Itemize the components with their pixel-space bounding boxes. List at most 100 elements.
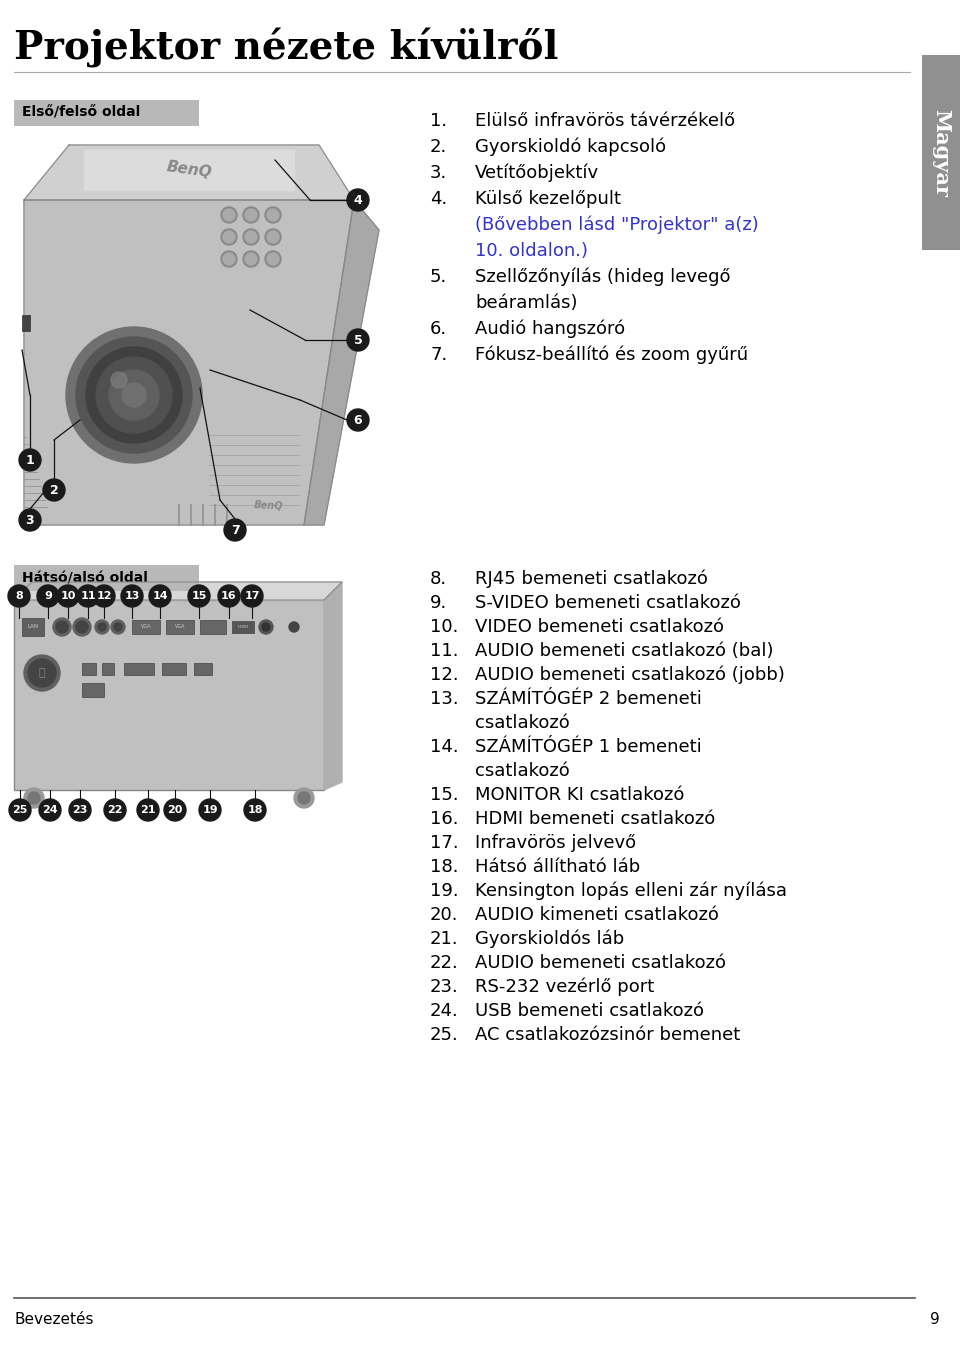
Text: 1.: 1. bbox=[430, 112, 447, 130]
Text: 2.: 2. bbox=[430, 138, 447, 155]
Text: csatlakozó: csatlakozó bbox=[475, 763, 569, 780]
Circle shape bbox=[294, 788, 314, 808]
Text: Elülső infravörös távérzékelő: Elülső infravörös távérzékelő bbox=[475, 112, 735, 130]
Circle shape bbox=[73, 618, 91, 635]
Text: 24: 24 bbox=[42, 804, 58, 815]
Circle shape bbox=[104, 799, 126, 821]
Text: 6.: 6. bbox=[430, 320, 447, 338]
Text: 2: 2 bbox=[50, 484, 59, 496]
Polygon shape bbox=[24, 200, 354, 525]
Text: 9: 9 bbox=[44, 591, 52, 602]
Circle shape bbox=[56, 621, 68, 633]
Text: 17.: 17. bbox=[430, 834, 459, 852]
Text: 4.: 4. bbox=[430, 191, 447, 208]
Text: 23: 23 bbox=[72, 804, 87, 815]
Text: Hátsó/alsó oldal: Hátsó/alsó oldal bbox=[22, 571, 148, 585]
Text: AUDIO kimeneti csatlakozó: AUDIO kimeneti csatlakozó bbox=[475, 906, 719, 923]
Text: 15: 15 bbox=[191, 591, 206, 602]
Text: 9.: 9. bbox=[430, 594, 447, 612]
Circle shape bbox=[9, 799, 31, 821]
Circle shape bbox=[267, 253, 279, 265]
Bar bbox=[22, 315, 30, 331]
Text: 22: 22 bbox=[108, 804, 123, 815]
Circle shape bbox=[8, 585, 30, 607]
Text: 21.: 21. bbox=[430, 930, 459, 948]
Text: 5: 5 bbox=[353, 334, 362, 346]
Circle shape bbox=[221, 207, 237, 223]
Circle shape bbox=[69, 799, 91, 821]
Text: 21: 21 bbox=[140, 804, 156, 815]
Circle shape bbox=[111, 621, 125, 634]
Circle shape bbox=[96, 357, 172, 433]
Circle shape bbox=[86, 347, 182, 443]
Circle shape bbox=[43, 479, 65, 502]
Circle shape bbox=[164, 799, 186, 821]
Text: 16: 16 bbox=[221, 591, 237, 602]
Circle shape bbox=[224, 519, 246, 541]
Circle shape bbox=[149, 585, 171, 607]
Bar bbox=[22, 618, 44, 635]
Text: 10.: 10. bbox=[430, 618, 458, 635]
Text: 1: 1 bbox=[26, 453, 35, 466]
Circle shape bbox=[223, 253, 235, 265]
Text: VGA: VGA bbox=[175, 625, 185, 630]
Bar bbox=[194, 662, 212, 675]
Circle shape bbox=[267, 210, 279, 220]
Text: 13: 13 bbox=[124, 591, 140, 602]
Text: Első/felső oldal: Első/felső oldal bbox=[22, 105, 140, 120]
Circle shape bbox=[28, 658, 56, 687]
Circle shape bbox=[243, 251, 259, 266]
Text: beáramlás): beáramlás) bbox=[475, 293, 578, 312]
Text: 12: 12 bbox=[96, 591, 111, 602]
Text: SZÁMÍTÓGÉP 2 bemeneti: SZÁMÍTÓGÉP 2 bemeneti bbox=[475, 690, 702, 708]
Text: 14: 14 bbox=[153, 591, 168, 602]
Bar bbox=[922, 55, 960, 250]
Circle shape bbox=[37, 585, 59, 607]
Text: 15.: 15. bbox=[430, 786, 459, 804]
Circle shape bbox=[259, 621, 273, 634]
Circle shape bbox=[347, 189, 369, 211]
Polygon shape bbox=[304, 200, 379, 525]
Text: 18.: 18. bbox=[430, 859, 459, 876]
Text: 17: 17 bbox=[244, 591, 260, 602]
Text: AUDIO bemeneti csatlakozó (jobb): AUDIO bemeneti csatlakozó (jobb) bbox=[475, 667, 785, 684]
Bar bbox=[132, 621, 160, 634]
Text: VIDEO bemeneti csatlakozó: VIDEO bemeneti csatlakozó bbox=[475, 618, 724, 635]
Circle shape bbox=[244, 799, 266, 821]
Text: 3: 3 bbox=[26, 514, 35, 526]
Circle shape bbox=[245, 253, 257, 265]
Text: 10: 10 bbox=[60, 591, 76, 602]
Circle shape bbox=[265, 251, 281, 266]
Bar bbox=[82, 683, 104, 698]
Circle shape bbox=[93, 585, 115, 607]
Text: 19.: 19. bbox=[430, 882, 459, 900]
Text: 8.: 8. bbox=[430, 571, 447, 588]
Text: Hátsó állítható láb: Hátsó állítható láb bbox=[475, 859, 640, 876]
Text: AC csatlakozózsinór bemenet: AC csatlakozózsinór bemenet bbox=[475, 1026, 740, 1044]
Circle shape bbox=[19, 449, 41, 470]
Text: 16.: 16. bbox=[430, 810, 459, 827]
Text: SZÁMÍTÓGÉP 1 bemeneti: SZÁMÍTÓGÉP 1 bemeneti bbox=[475, 738, 702, 756]
Circle shape bbox=[267, 231, 279, 243]
Circle shape bbox=[347, 329, 369, 352]
Circle shape bbox=[111, 372, 127, 388]
Text: RS-232 vezérlő port: RS-232 vezérlő port bbox=[475, 977, 655, 996]
Text: LAN: LAN bbox=[28, 625, 38, 630]
Circle shape bbox=[188, 585, 210, 607]
Text: S-VIDEO bemeneti csatlakozó: S-VIDEO bemeneti csatlakozó bbox=[475, 594, 741, 612]
Circle shape bbox=[57, 585, 79, 607]
Circle shape bbox=[98, 623, 106, 631]
Circle shape bbox=[77, 585, 99, 607]
Circle shape bbox=[76, 337, 192, 453]
Circle shape bbox=[39, 799, 61, 821]
Text: 18: 18 bbox=[248, 804, 263, 815]
Circle shape bbox=[28, 792, 40, 804]
Polygon shape bbox=[84, 150, 294, 191]
Circle shape bbox=[245, 210, 257, 220]
Text: Bevezetés: Bevezetés bbox=[14, 1313, 93, 1328]
Text: Szellőzőnyílás (hideg levegő: Szellőzőnyílás (hideg levegő bbox=[475, 268, 731, 287]
Circle shape bbox=[76, 621, 88, 633]
Circle shape bbox=[221, 228, 237, 245]
Polygon shape bbox=[324, 581, 342, 790]
Text: Projektor nézete kívülről: Projektor nézete kívülről bbox=[14, 28, 559, 68]
